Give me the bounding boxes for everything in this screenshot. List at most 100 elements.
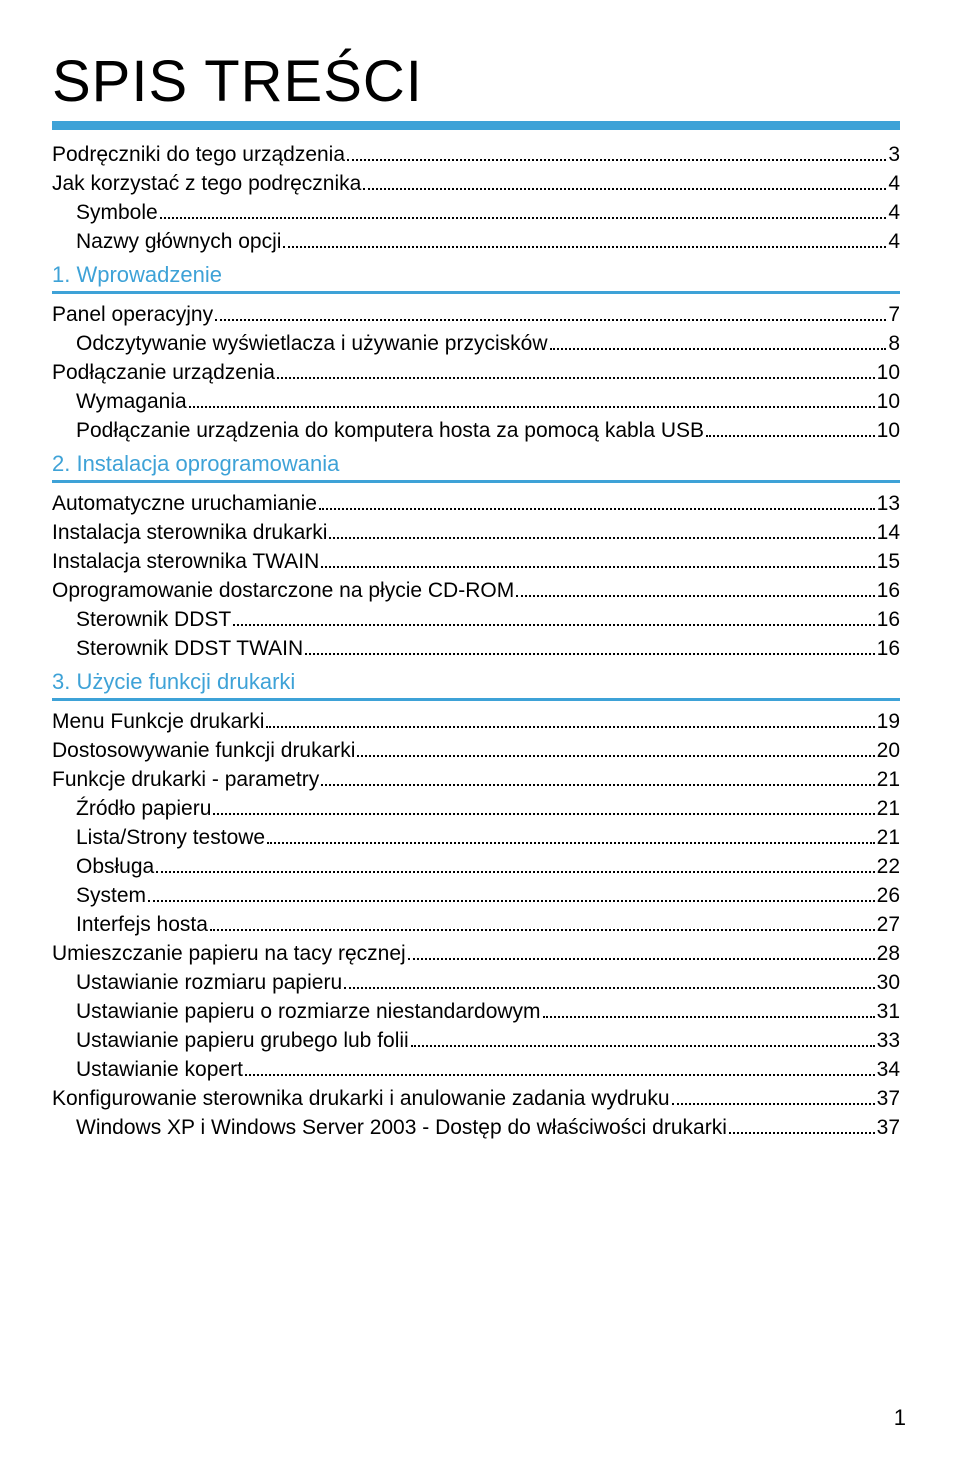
toc-row: Ustawianie papieru grubego lub folii33 (52, 1030, 900, 1051)
toc-leader (245, 1074, 875, 1076)
toc-row: Symbole 4 (52, 202, 900, 223)
toc-leader (148, 900, 875, 902)
toc-row: Panel operacyjny7 (52, 304, 900, 325)
toc-page: 10 (877, 420, 900, 441)
toc-label: Odczytywanie wyświetlacza i używanie prz… (76, 333, 548, 354)
toc-label: Ustawianie rozmiaru papieru (76, 972, 342, 993)
toc-leader (543, 1016, 875, 1018)
toc-label: Konfigurowanie sterownika drukarki i anu… (52, 1088, 670, 1109)
toc-label: Podłączanie urządzenia do komputera host… (76, 420, 704, 441)
toc-label: Windows XP i Windows Server 2003 - Dostę… (76, 1117, 727, 1138)
toc-page: 26 (877, 885, 900, 906)
toc-leader (277, 377, 875, 379)
toc-row: Interfejs hosta27 (52, 914, 900, 935)
toc-page: 19 (877, 711, 900, 732)
toc-page: 37 (877, 1117, 900, 1138)
toc-leader (706, 435, 875, 437)
toc-label: Sterownik DDST (76, 609, 231, 630)
toc-page: 28 (877, 943, 900, 964)
toc-leader (347, 159, 886, 161)
toc-row: Lista/Strony testowe21 (52, 827, 900, 848)
toc-leader (516, 595, 874, 597)
toc-leader (363, 188, 886, 190)
toc-page: 15 (877, 551, 900, 572)
toc-page: 21 (877, 798, 900, 819)
toc-leader (344, 987, 875, 989)
toc-row: Instalacja sterownika TWAIN 15 (52, 551, 900, 572)
toc-page: 22 (877, 856, 900, 877)
toc-label: Lista/Strony testowe (76, 827, 265, 848)
toc-leader (156, 871, 874, 873)
toc-label: Symbole (76, 202, 158, 223)
toc-leader (233, 624, 874, 626)
toc-leader (729, 1132, 875, 1134)
toc-label: Interfejs hosta (76, 914, 208, 935)
toc-row: Ustawianie rozmiaru papieru 30 (52, 972, 900, 993)
toc-label: Ustawianie papieru grubego lub folii (76, 1030, 409, 1051)
toc-row: Jak korzystać z tego podręcznika 4 (52, 173, 900, 194)
toc-label: Instalacja sterownika TWAIN (52, 551, 319, 572)
toc-page: 21 (877, 769, 900, 790)
toc-label: Podłączanie urządzenia (52, 362, 275, 383)
toc-row: Sterownik DDST16 (52, 609, 900, 630)
toc-row: Dostosowywanie funkcji drukarki20 (52, 740, 900, 761)
toc-row: Obsługa 22 (52, 856, 900, 877)
toc-leader (550, 348, 887, 350)
toc-leader (266, 726, 874, 728)
toc-label: Nazwy głównych opcji (76, 231, 281, 252)
toc-leader (357, 755, 874, 757)
toc-row: System 26 (52, 885, 900, 906)
toc-page: 10 (877, 362, 900, 383)
toc-page: 16 (877, 580, 900, 601)
toc-label: Ustawianie papieru o rozmiarze niestanda… (76, 1001, 541, 1022)
section-rule (52, 291, 900, 294)
toc-row: Umieszczanie papieru na tacy ręcznej28 (52, 943, 900, 964)
toc-page: 30 (877, 972, 900, 993)
toc-row: Automatyczne uruchamianie 13 (52, 493, 900, 514)
toc-leader (672, 1103, 875, 1105)
toc-page: 8 (888, 333, 900, 354)
toc-page: 31 (877, 1001, 900, 1022)
toc-row: Nazwy głównych opcji 4 (52, 231, 900, 252)
toc-row: Instalacja sterownika drukarki14 (52, 522, 900, 543)
toc-section-heading: 2. Instalacja oprogramowania (52, 451, 900, 477)
toc-page: 16 (877, 638, 900, 659)
toc-leader (283, 246, 886, 248)
toc-label: Podręczniki do tego urządzenia (52, 144, 345, 165)
page-number: 1 (894, 1405, 906, 1431)
toc-page: 4 (888, 173, 900, 194)
toc-section-heading: 1. Wprowadzenie (52, 262, 900, 288)
toc-label: Wymagania (76, 391, 187, 412)
toc-page: 34 (877, 1059, 900, 1080)
toc-page: 10 (877, 391, 900, 412)
toc-label: Ustawianie kopert (76, 1059, 243, 1080)
toc-leader (321, 566, 874, 568)
toc-label: Automatyczne uruchamianie (52, 493, 317, 514)
toc-leader (411, 1045, 875, 1047)
toc-page: 20 (877, 740, 900, 761)
toc-row: Źródło papieru 21 (52, 798, 900, 819)
toc-row: Odczytywanie wyświetlacza i używanie prz… (52, 333, 900, 354)
toc-page: 13 (877, 493, 900, 514)
toc-container: Podręczniki do tego urządzenia3 Jak korzy… (52, 144, 900, 1138)
toc-leader (321, 784, 874, 786)
toc-row: Funkcje drukarki - parametry 21 (52, 769, 900, 790)
toc-label: Obsługa (76, 856, 154, 877)
toc-row: Windows XP i Windows Server 2003 - Dostę… (52, 1117, 900, 1138)
toc-leader (319, 508, 875, 510)
toc-row: Oprogramowanie dostarczone na płycie CD-… (52, 580, 900, 601)
toc-page: 4 (888, 231, 900, 252)
toc-label: Menu Funkcje drukarki (52, 711, 264, 732)
title-rule (52, 121, 900, 130)
toc-label: Funkcje drukarki - parametry (52, 769, 319, 790)
toc-leader (189, 406, 875, 408)
toc-page: 37 (877, 1088, 900, 1109)
toc-row: Podręczniki do tego urządzenia3 (52, 144, 900, 165)
toc-label: Jak korzystać z tego podręcznika (52, 173, 361, 194)
toc-section-heading: 3. Użycie funkcji drukarki (52, 669, 900, 695)
toc-leader (215, 319, 886, 321)
toc-label: System (76, 885, 146, 906)
toc-page: 4 (888, 202, 900, 223)
toc-label: Źródło papieru (76, 798, 211, 819)
section-rule (52, 480, 900, 483)
